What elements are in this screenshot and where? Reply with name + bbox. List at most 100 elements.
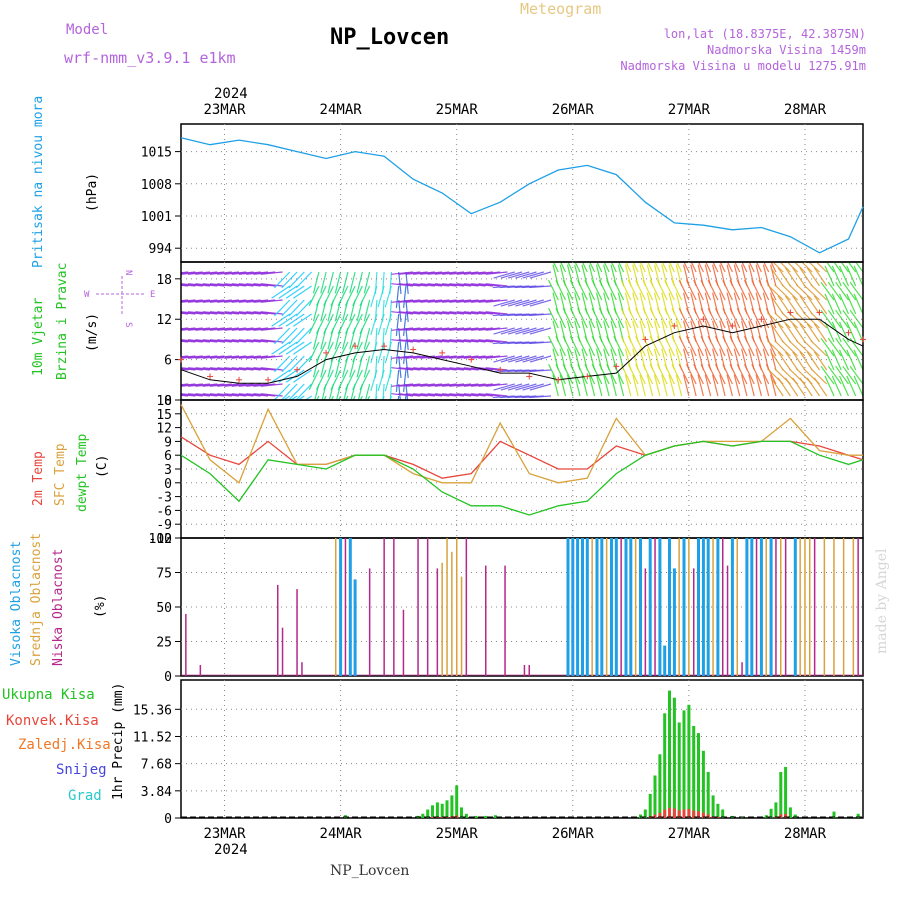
wind-arrow-shaft	[391, 383, 414, 387]
wind-arrow-shaft	[202, 299, 225, 303]
wind-arrow-shaft	[635, 279, 646, 301]
wind-arrow-shaft	[238, 367, 261, 371]
wind-arrow-shaft	[181, 311, 203, 315]
wind-arrow-shaft	[598, 279, 610, 301]
wind-arrow-shaft	[813, 377, 828, 397]
wind-arrow-shaft	[485, 383, 508, 387]
wind-arrow-shaft	[707, 335, 719, 357]
wind-arrow-shaft	[493, 299, 515, 307]
wind-arrow-shaft	[806, 323, 820, 343]
wind-arrow-shaft	[598, 335, 610, 357]
wind-arrow-shaft	[370, 313, 378, 336]
wind-arrow-shaft	[434, 299, 457, 303]
wind-arrow-shaft	[181, 327, 196, 331]
wind-arrow-shaft	[613, 363, 625, 385]
wind-arrow-shaft	[685, 363, 697, 385]
wind-arrow-shaft	[181, 355, 196, 359]
wind-arrow-shaft	[246, 327, 269, 331]
wind-arrow-shaft	[224, 327, 247, 331]
wind-arrow-shaft	[584, 335, 596, 357]
wind-arrow-shaft	[253, 367, 276, 371]
wind-arrow-shaft	[188, 383, 211, 387]
precip-bar	[687, 704, 691, 818]
wind-arrow-shaft	[577, 279, 588, 301]
wind-arrow-shaft	[427, 367, 450, 371]
wind-arrow-shaft	[405, 355, 428, 359]
y-tick-label: 0	[164, 812, 172, 827]
wind-arrow-shaft	[765, 279, 777, 301]
wind-arrow-shaft	[293, 313, 312, 327]
wind-arrow-shaft	[471, 383, 494, 387]
cloud-bar	[813, 538, 816, 676]
wind-arrow-shaft	[330, 285, 342, 307]
cloud-bar	[741, 662, 743, 676]
temp-series-line	[180, 436, 864, 479]
wind-arrow-shaft	[584, 279, 596, 301]
wind-arrow-shaft	[202, 283, 225, 287]
bottom-date-label: 27MAR	[668, 826, 711, 842]
wind-arrow-shaft	[315, 285, 327, 307]
legend-snow: Snijeg	[56, 762, 107, 778]
wind-arrow-shaft	[195, 383, 218, 387]
wind-arrow-shaft	[246, 383, 269, 387]
cloud-bar	[668, 538, 671, 676]
wind-arrow-shaft	[405, 299, 409, 322]
wind-compass: W E N S	[84, 270, 155, 327]
wind-arrow-shaft	[209, 299, 232, 303]
wind-arrow-shaft	[456, 311, 479, 315]
wind-arrow-shaft	[238, 271, 261, 275]
wind-arrow-shaft	[722, 335, 733, 357]
cloud-bar	[605, 538, 608, 676]
wind-arrow-shaft	[758, 335, 770, 357]
cloud-bar	[809, 538, 811, 676]
top-date-label: 26MAR	[552, 102, 595, 118]
wind-arrow-shaft	[384, 369, 392, 392]
wind-arrow-shaft	[274, 355, 291, 373]
wind-arrow-shaft	[315, 313, 327, 335]
wind-arrow-shaft	[384, 285, 392, 308]
wind-arrow-shaft	[434, 367, 457, 371]
wind-arrow-shaft	[766, 312, 784, 329]
cloud-bar	[712, 538, 714, 676]
cloud-bar	[393, 538, 395, 676]
cloud-bar	[523, 665, 526, 676]
y-tick-label: 0	[164, 670, 172, 685]
top-date-label: 23MAR	[203, 102, 246, 118]
wind-arrow-shaft	[398, 367, 421, 371]
wind-arrow-shaft	[471, 299, 494, 303]
wind-arrow-shaft	[449, 283, 472, 287]
wind-arrow-shaft	[777, 377, 791, 397]
wind-arrow-shaft	[849, 281, 863, 301]
wind-arrow-shaft	[449, 367, 472, 371]
wind-arrow-shaft	[664, 307, 675, 329]
y-tick-label: 3	[164, 463, 172, 478]
wind-arrow-shaft	[181, 339, 203, 343]
cloud-bar	[436, 568, 439, 676]
wind-arrow-shaft	[779, 262, 791, 273]
wind-arrow-shaft	[271, 285, 291, 299]
wind-arrow-shaft	[403, 369, 407, 392]
wind-arrow-shaft	[774, 284, 791, 301]
wind-arrow-shaft	[507, 327, 530, 335]
precip-bar	[793, 814, 797, 818]
wind-arrow-shaft	[835, 365, 849, 385]
wind-arrow-shaft	[853, 321, 863, 343]
wind-arrow-shaft	[842, 337, 857, 357]
wind-arrow-shaft	[224, 367, 247, 371]
cloud-bar	[600, 538, 604, 676]
wind-arrow-shaft	[217, 271, 240, 275]
wind-arrow-shaft	[743, 363, 755, 385]
precip-panel: 0 3.84 7.68 11.52 15.36 1hr Precip (mm) Ukup…	[2, 679, 864, 827]
temp-unit: (C)	[95, 455, 110, 478]
y-tick-label: 994	[149, 242, 173, 257]
wind-arrow-shaft	[238, 355, 261, 359]
wind-arrow-shaft	[471, 283, 494, 287]
wind-arrow-shaft	[781, 284, 799, 301]
cloud-bar	[793, 538, 797, 676]
y-tick-label: 18	[156, 273, 172, 288]
wind-arrow-shaft	[471, 311, 494, 315]
wind-arrow-shaft	[391, 283, 414, 287]
precip-bar	[460, 807, 463, 818]
wind-arrow-shaft	[427, 393, 450, 397]
wind-arrow-shaft	[377, 285, 385, 308]
